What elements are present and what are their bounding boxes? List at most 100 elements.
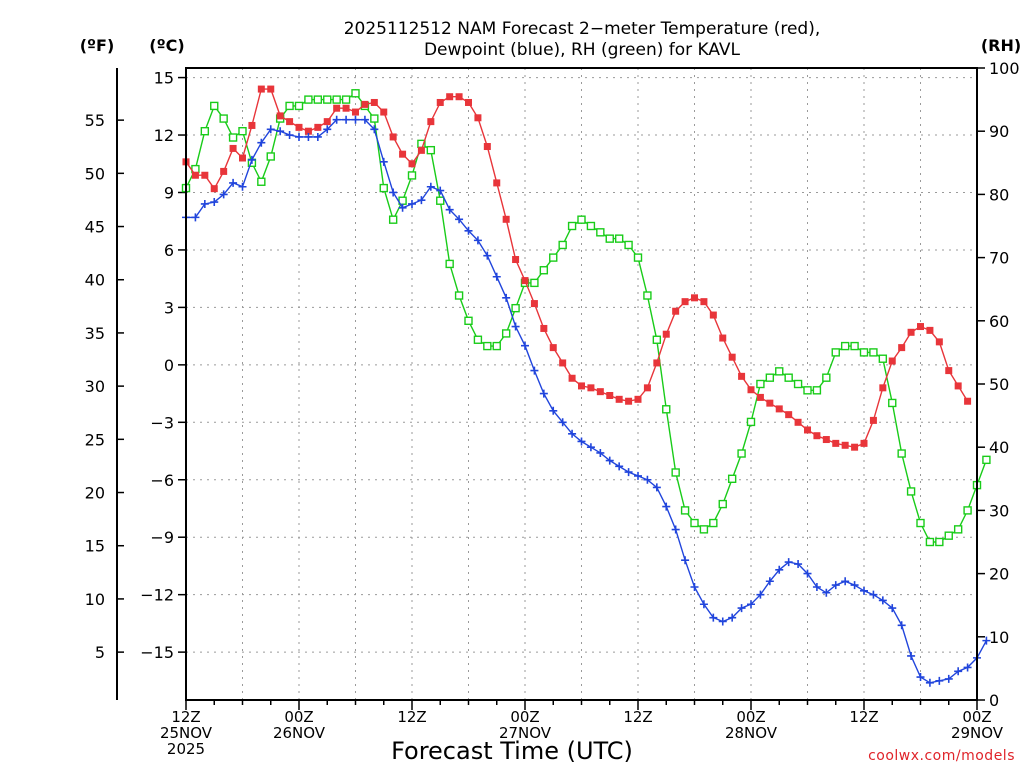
temperature-point (352, 108, 359, 116)
temperature-point (465, 98, 472, 106)
dewpoint-point (850, 581, 859, 590)
temperature-point (860, 439, 868, 447)
fahrenheit-tick-label: 35 (85, 324, 105, 343)
temperature-point (653, 359, 661, 367)
credit-text: coolwx.com/models (868, 748, 1015, 764)
dewpoint-point (445, 205, 454, 214)
temperature-point (869, 416, 877, 424)
dewpoint-point (295, 132, 303, 141)
dewpoint-point (878, 596, 887, 605)
dewpoint-point (935, 676, 944, 685)
temperature-point (841, 441, 849, 449)
rh-tick-label: 10 (989, 628, 1009, 647)
rh-point (803, 386, 812, 395)
dewpoint-point (954, 667, 963, 676)
dewpoint-point (784, 558, 793, 567)
temperature-point (719, 334, 727, 342)
rh-tick-label: 80 (989, 185, 1009, 204)
dewpoint-point (812, 583, 821, 592)
fahrenheit-tick-label: 40 (85, 271, 105, 290)
celsius-axis-unit-label: (ºC) (149, 36, 184, 55)
temperature-point (502, 215, 510, 223)
fahrenheit-tick-label: 45 (85, 218, 105, 237)
temperature-point (295, 123, 303, 131)
rh-point (935, 537, 944, 547)
dewpoint-point (747, 600, 755, 609)
time-tick-label: 12Z (171, 708, 200, 726)
dewpoint-point (803, 569, 812, 578)
temperature-point (436, 98, 444, 106)
temperature-point (276, 112, 284, 120)
rh-point (530, 278, 539, 288)
dewpoint-point (285, 131, 294, 140)
dewpoint-point (229, 178, 238, 187)
temperature-point (342, 104, 350, 112)
dewpoint-point (351, 115, 360, 124)
rh-axis-unit-label: (RH) (981, 36, 1021, 55)
rh-tick-label: 100 (989, 59, 1020, 78)
celsius-tick-label: −15 (140, 643, 174, 662)
dewpoint-point (709, 613, 718, 622)
rh-point (690, 518, 699, 528)
temperature-point (229, 144, 237, 152)
rh-point (699, 525, 709, 534)
temperature-point (361, 100, 369, 108)
time-tick-label: 28NOV (725, 724, 778, 742)
rh-point (539, 266, 549, 275)
dewpoint-point (869, 590, 878, 599)
rh-point (652, 335, 662, 344)
rh-point (982, 455, 991, 465)
dewpoint-point (652, 483, 661, 492)
series-0 (182, 85, 972, 451)
rh-point (285, 101, 294, 111)
dewpoint-point (822, 588, 831, 597)
temperature-point (662, 330, 670, 338)
temperature-point (540, 324, 548, 332)
rh-point (953, 525, 963, 534)
rh-point (219, 114, 228, 123)
temperature-point (964, 397, 972, 405)
rh-point (388, 215, 398, 224)
dewpoint-point (916, 673, 925, 682)
time-tick-label: 27NOV (499, 724, 552, 742)
temperature-point (408, 160, 416, 168)
dewpoint-point (492, 272, 501, 281)
temperature-point (643, 384, 651, 392)
rh-point (257, 177, 266, 186)
rh-tick-label: 40 (989, 438, 1009, 457)
rh-point (266, 152, 275, 161)
chart-title-line-2: Dewpoint (blue), RH (green) for KAVL (424, 40, 741, 60)
rh-point (727, 474, 737, 483)
time-tick-label: 29NOV (951, 724, 1004, 742)
dewpoint-point (615, 462, 624, 471)
time-tick-label: 12Z (623, 708, 652, 726)
temperature-point (389, 133, 397, 141)
temperature-point (483, 143, 491, 151)
dewpoint-point (568, 429, 577, 438)
temperature-point (747, 386, 755, 394)
rh-point (454, 291, 464, 300)
rh-point (323, 95, 332, 104)
temperature-point (775, 405, 783, 413)
dewpoint-point (925, 678, 934, 687)
rh-point (483, 341, 492, 351)
dewpoint-point (313, 132, 322, 141)
temperature-point (851, 443, 859, 451)
dewpoint-point (210, 198, 219, 207)
celsius-tick-label: 15 (154, 69, 174, 88)
rh-point (888, 398, 897, 408)
celsius-tick-label: −6 (150, 471, 174, 490)
dewpoint-point (643, 475, 652, 484)
fahrenheit-tick-label: 10 (85, 590, 105, 609)
dewpoint-point (257, 138, 266, 147)
dewpoint-point (389, 188, 398, 197)
celsius-tick-label: −12 (140, 586, 174, 605)
dewpoint-point (342, 115, 351, 124)
dewpoint-point (671, 525, 680, 534)
temperature-point (446, 93, 454, 101)
fahrenheit-tick-label: 55 (85, 111, 105, 130)
rh-point (567, 221, 577, 231)
dewpoint-point (963, 663, 972, 672)
